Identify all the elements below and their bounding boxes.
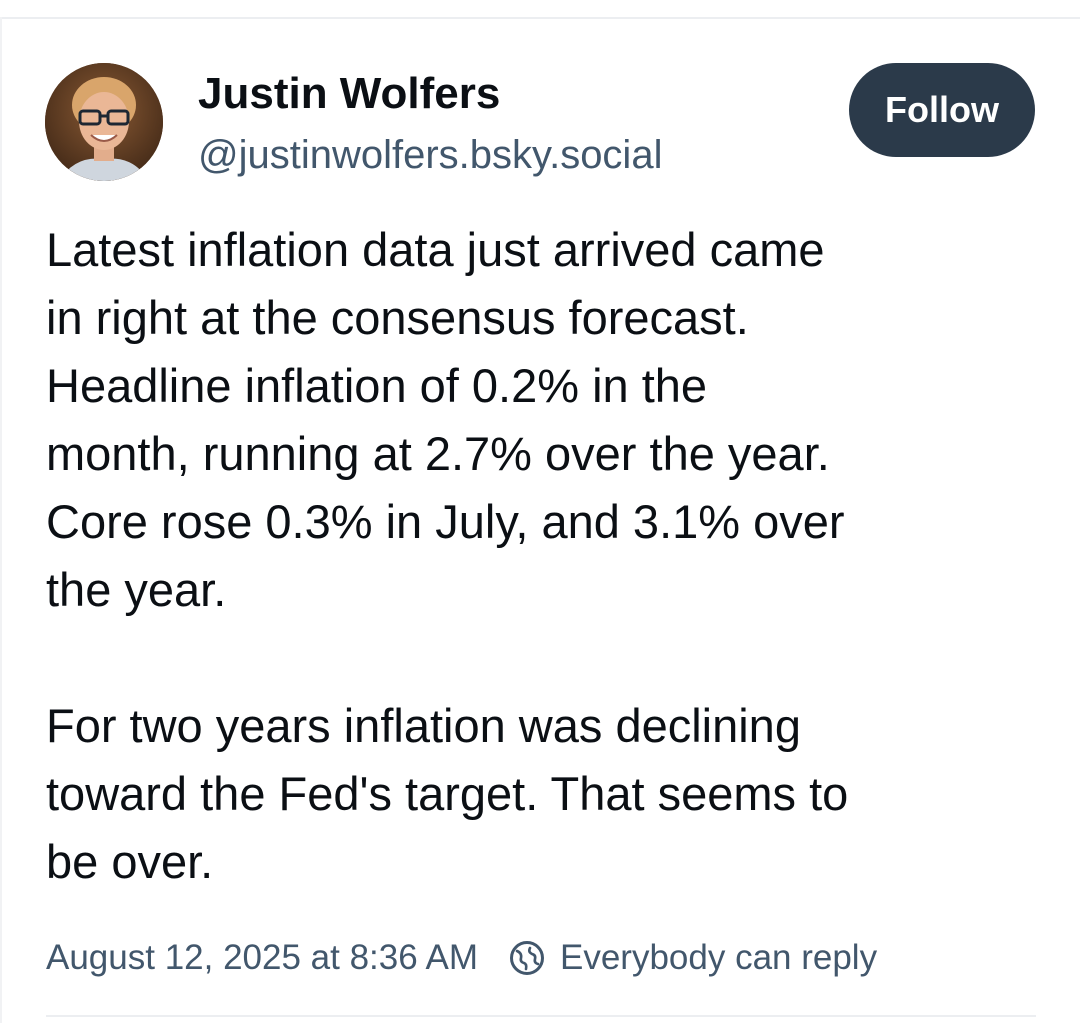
post-paragraph-1: Latest inflation data just arrived came …: [46, 223, 845, 616]
top-divider: [0, 17, 1080, 19]
author-avatar[interactable]: [45, 63, 163, 181]
bottom-divider: [46, 1015, 1036, 1017]
post-body: Latest inflation data just arrived came …: [46, 216, 1046, 896]
post-meta: August 12, 2025 at 8:36 AM Everybody can…: [46, 932, 877, 984]
author-display-name[interactable]: Justin Wolfers: [198, 69, 501, 118]
avatar-photo-icon: [45, 63, 163, 181]
reply-setting[interactable]: Everybody can reply: [559, 938, 878, 977]
follow-button[interactable]: Follow: [849, 63, 1035, 157]
paragraph-spacer: [46, 624, 1046, 692]
left-divider: [0, 17, 2, 1023]
post-paragraph-2: For two years inflation was declining to…: [46, 699, 849, 888]
author-handle[interactable]: @justinwolfers.bsky.social: [198, 133, 663, 177]
globe-icon: [509, 941, 544, 975]
post-timestamp[interactable]: August 12, 2025 at 8:36 AM: [46, 938, 478, 977]
